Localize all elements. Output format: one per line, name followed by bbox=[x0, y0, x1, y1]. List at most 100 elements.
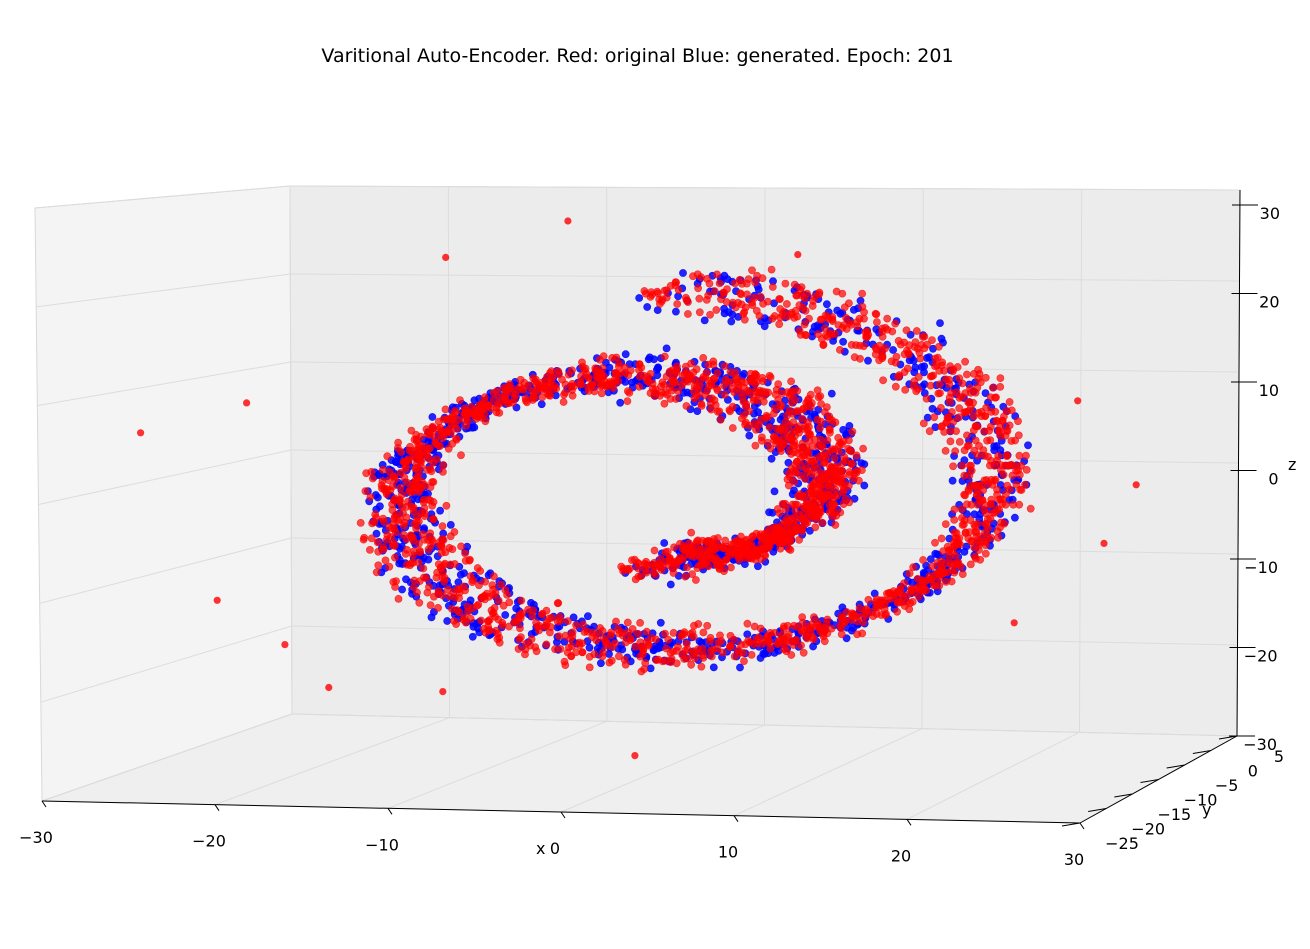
point-original bbox=[412, 517, 421, 526]
point-original bbox=[958, 461, 967, 470]
point-original bbox=[710, 374, 718, 383]
point-original bbox=[674, 286, 683, 294]
point-original bbox=[1014, 466, 1022, 475]
point-original bbox=[891, 319, 900, 328]
point-original bbox=[973, 451, 982, 460]
point-original bbox=[986, 422, 995, 431]
point-original bbox=[786, 546, 795, 554]
point-original bbox=[457, 451, 465, 460]
point-original bbox=[739, 309, 748, 318]
point-original bbox=[989, 383, 997, 392]
point-original bbox=[731, 279, 739, 288]
point-original bbox=[823, 313, 831, 321]
point-original bbox=[665, 383, 674, 392]
point-original bbox=[774, 380, 783, 388]
point-original bbox=[439, 461, 448, 470]
point-original bbox=[695, 308, 704, 317]
point-original bbox=[695, 294, 704, 303]
point-original bbox=[401, 550, 410, 558]
point-original bbox=[473, 601, 481, 610]
point-generated bbox=[654, 364, 662, 372]
point-generated bbox=[770, 487, 779, 496]
point-original bbox=[415, 598, 424, 607]
point-original bbox=[407, 559, 416, 568]
point-generated bbox=[584, 612, 592, 621]
point-original bbox=[995, 505, 1003, 514]
point-original bbox=[590, 650, 599, 659]
point-original bbox=[359, 535, 368, 544]
point-original bbox=[543, 373, 551, 381]
point-original bbox=[793, 312, 802, 321]
point-generated bbox=[660, 539, 669, 547]
point-original bbox=[416, 462, 425, 471]
point-original bbox=[900, 579, 908, 588]
point-original bbox=[902, 326, 911, 335]
point-original bbox=[930, 413, 939, 422]
point-original bbox=[623, 397, 632, 405]
z-tick-label: −20 bbox=[1244, 647, 1278, 666]
point-original bbox=[710, 287, 719, 296]
point-generated bbox=[666, 580, 675, 589]
point-original bbox=[365, 546, 374, 554]
point-original bbox=[971, 554, 980, 563]
point-original bbox=[820, 458, 829, 467]
point-original bbox=[797, 283, 806, 291]
point-original bbox=[699, 353, 708, 362]
point-original bbox=[891, 382, 900, 391]
point-original bbox=[819, 451, 827, 460]
point-original bbox=[583, 627, 592, 636]
point-original bbox=[1005, 398, 1014, 406]
point-original bbox=[699, 628, 708, 637]
point-generated bbox=[469, 622, 478, 631]
point-original bbox=[708, 538, 716, 546]
point-original bbox=[800, 320, 809, 329]
point-original bbox=[704, 562, 713, 571]
point-original bbox=[813, 512, 821, 521]
point-original bbox=[838, 323, 847, 332]
point-original bbox=[931, 538, 939, 547]
point-original bbox=[880, 605, 889, 614]
point-original bbox=[415, 546, 424, 555]
point-original bbox=[481, 577, 489, 586]
point-original bbox=[807, 620, 816, 629]
point-original bbox=[678, 381, 686, 390]
point-original bbox=[934, 389, 943, 398]
point-original bbox=[903, 364, 912, 373]
point-original bbox=[841, 495, 850, 503]
point-original bbox=[794, 251, 802, 259]
point-original bbox=[325, 683, 333, 692]
point-original bbox=[649, 568, 658, 577]
point-original bbox=[819, 340, 828, 349]
point-original bbox=[790, 437, 799, 446]
point-original bbox=[788, 500, 797, 509]
point-original bbox=[804, 429, 813, 438]
point-original bbox=[742, 400, 751, 408]
point-original bbox=[980, 538, 989, 546]
point-original bbox=[588, 633, 597, 641]
point-generated bbox=[398, 585, 406, 594]
point-original bbox=[747, 651, 756, 659]
point-original bbox=[452, 434, 460, 443]
point-original bbox=[448, 605, 456, 613]
y-tick-label: −10 bbox=[1184, 791, 1218, 810]
point-original bbox=[648, 384, 657, 393]
point-original bbox=[796, 330, 805, 339]
x-tick-label: −30 bbox=[19, 828, 53, 847]
z-axis-label: z bbox=[1288, 455, 1296, 474]
point-generated bbox=[456, 570, 465, 579]
point-original bbox=[803, 289, 811, 298]
point-original bbox=[852, 341, 860, 349]
point-original bbox=[635, 372, 644, 381]
point-original bbox=[852, 451, 861, 460]
point-original bbox=[396, 483, 405, 492]
point-original bbox=[641, 659, 650, 667]
y-tick-label: −5 bbox=[1215, 776, 1239, 795]
point-generated bbox=[833, 306, 842, 315]
point-original bbox=[797, 641, 805, 650]
point-original bbox=[619, 567, 627, 575]
point-original bbox=[1022, 465, 1031, 474]
point-original bbox=[635, 382, 644, 391]
point-original bbox=[859, 618, 868, 627]
point-original bbox=[1007, 437, 1016, 445]
